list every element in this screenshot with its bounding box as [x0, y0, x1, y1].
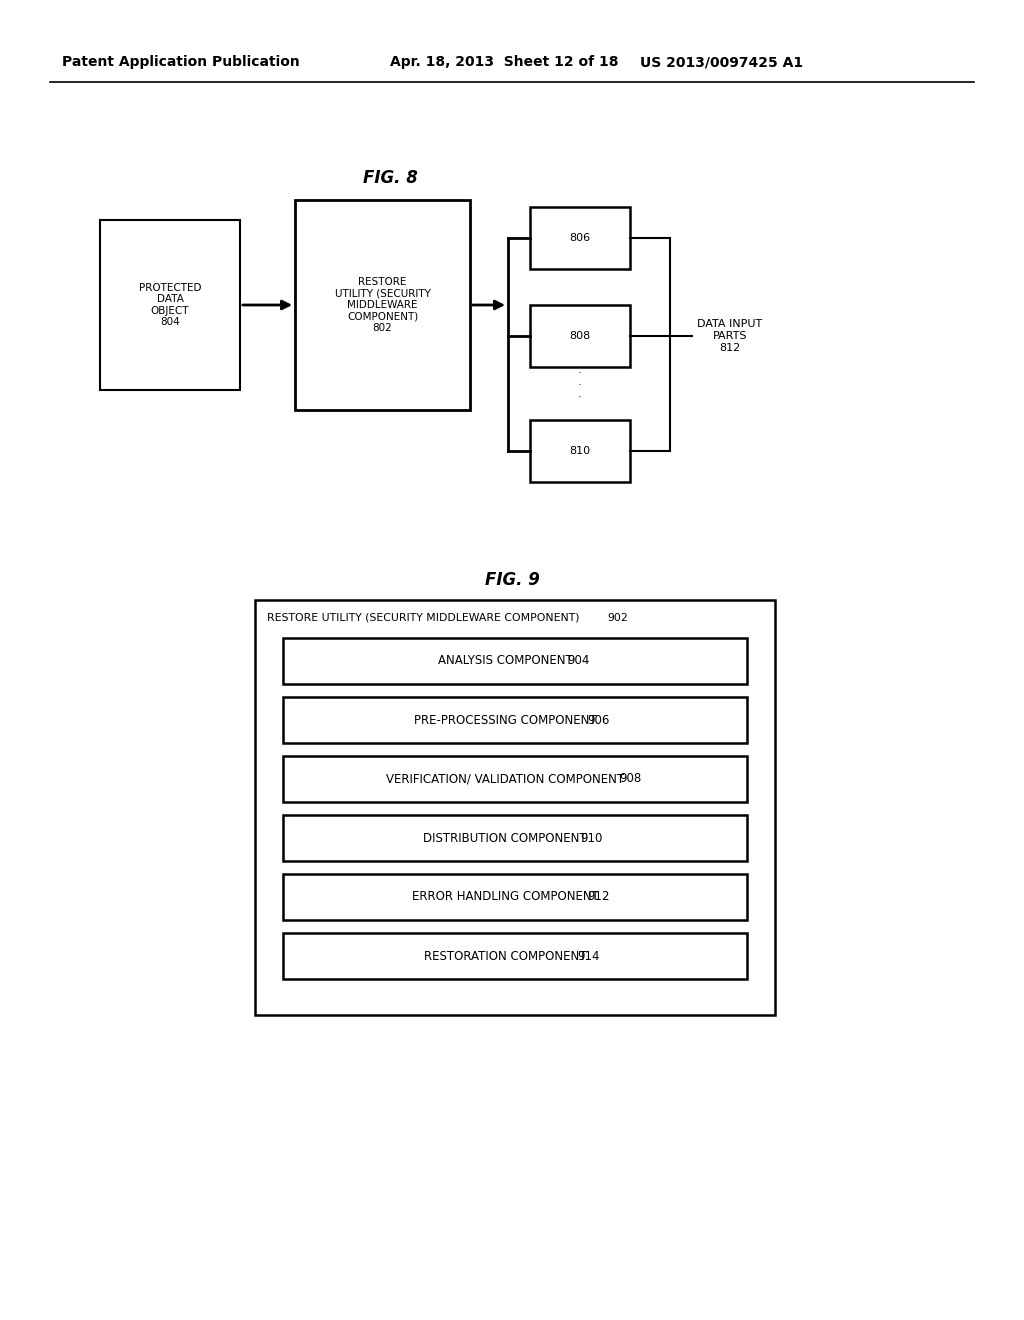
Text: 902: 902 [607, 612, 628, 623]
Bar [530, 305, 630, 367]
Bar [530, 207, 630, 269]
Text: RESTORE
UTILITY (SECURITY
MIDDLEWARE
COMPONENT)
802: RESTORE UTILITY (SECURITY MIDDLEWARE COM… [335, 277, 430, 333]
Text: DISTRIBUTION COMPONENT: DISTRIBUTION COMPONENT [423, 832, 587, 845]
Text: ERROR HANDLING COMPONENT: ERROR HANDLING COMPONENT [412, 891, 598, 903]
Bar [255, 601, 775, 1015]
Bar [283, 756, 746, 803]
Text: 806: 806 [569, 234, 591, 243]
Bar [283, 814, 746, 861]
Text: 908: 908 [618, 772, 641, 785]
Text: FIG. 8: FIG. 8 [362, 169, 418, 187]
Text: VERIFICATION/ VALIDATION COMPONENT: VERIFICATION/ VALIDATION COMPONENT [386, 772, 624, 785]
Text: 904: 904 [567, 655, 590, 668]
Bar [283, 697, 746, 743]
Text: Apr. 18, 2013  Sheet 12 of 18: Apr. 18, 2013 Sheet 12 of 18 [390, 55, 618, 69]
Text: PROTECTED
DATA
OBJECT
804: PROTECTED DATA OBJECT 804 [138, 282, 202, 327]
Text: Patent Application Publication: Patent Application Publication [62, 55, 300, 69]
Text: 910: 910 [581, 832, 603, 845]
Bar [283, 874, 746, 920]
Text: 810: 810 [569, 446, 591, 455]
Bar [100, 220, 240, 389]
Bar [530, 420, 630, 482]
Text: 912: 912 [587, 891, 609, 903]
Bar [283, 638, 746, 684]
Text: DATA INPUT
PARTS
812: DATA INPUT PARTS 812 [697, 319, 762, 352]
Text: 906: 906 [587, 714, 609, 726]
Text: US 2013/0097425 A1: US 2013/0097425 A1 [640, 55, 803, 69]
Text: PRE-PROCESSING COMPONENT: PRE-PROCESSING COMPONENT [414, 714, 596, 726]
Text: RESTORATION COMPONENT: RESTORATION COMPONENT [424, 949, 587, 962]
Text: FIG. 9: FIG. 9 [484, 572, 540, 589]
Text: .
.
.: . . . [579, 366, 582, 399]
Text: 914: 914 [578, 949, 600, 962]
Text: RESTORE UTILITY (SECURITY MIDDLEWARE COMPONENT): RESTORE UTILITY (SECURITY MIDDLEWARE COM… [267, 612, 580, 623]
Bar [295, 201, 470, 411]
Text: 808: 808 [569, 331, 591, 341]
Bar [283, 933, 746, 979]
Text: ANALYSIS COMPONENT: ANALYSIS COMPONENT [437, 655, 572, 668]
